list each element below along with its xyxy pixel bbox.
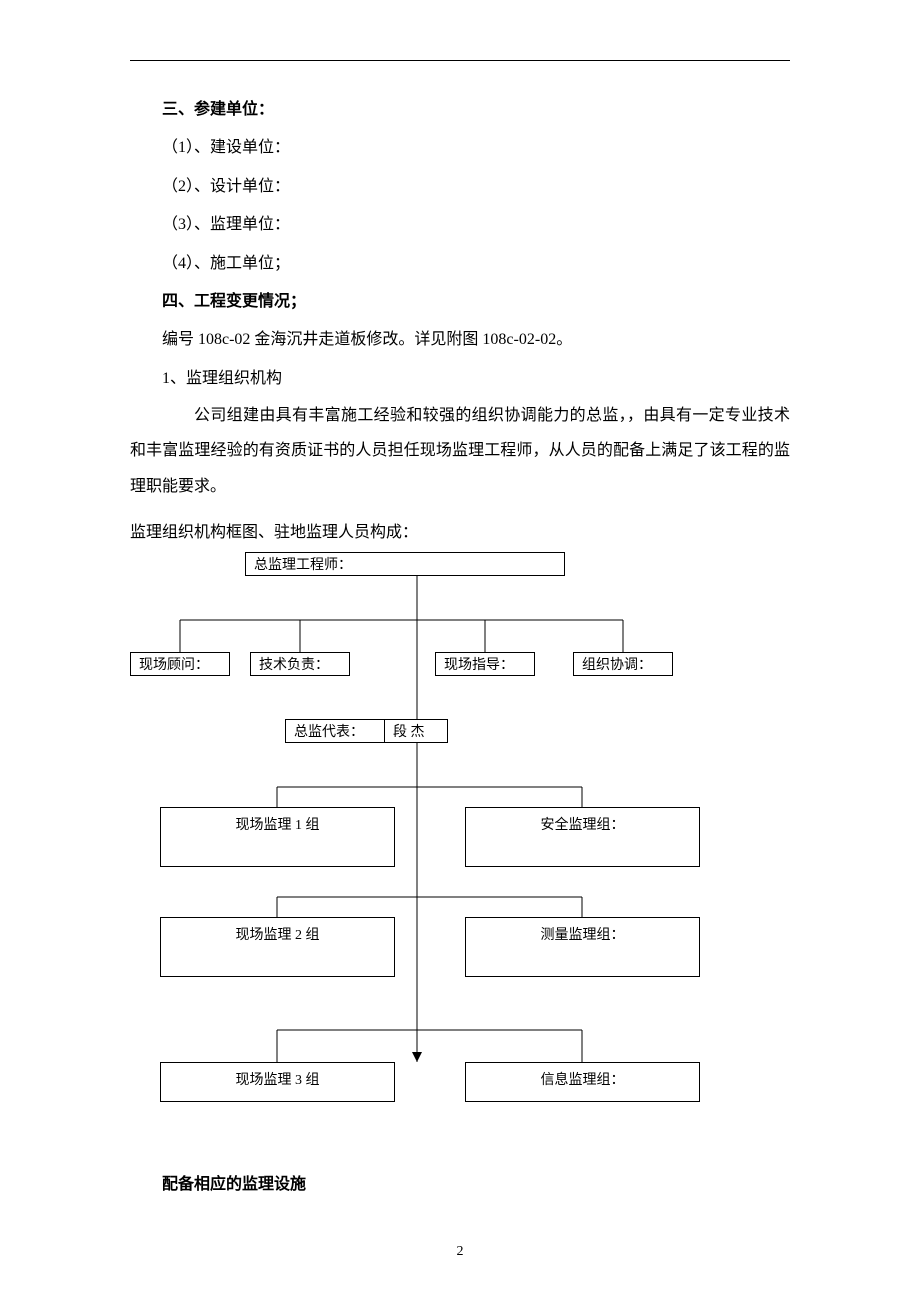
section3-item: （4）、施工单位； — [162, 245, 790, 283]
page-number: 2 — [130, 1244, 790, 1260]
org-node-guide: 现场指导： — [435, 652, 535, 676]
org-chart: 总监理工程师： 现场顾问： 技术负责： 现场指导： 组织协调： 总监代表：段 杰现场监理 … — [130, 552, 790, 1152]
org-node-site3: 现场监理 3 组 — [160, 1062, 395, 1102]
chart-caption: 监理组织机构框图、驻地监理人员构成： — [130, 514, 790, 552]
section4-line: 编号 108c-02 金海沉井走道板修改。详见附图 108c-02-02。 — [162, 321, 790, 359]
section4-title: 四、工程变更情况； — [162, 283, 790, 321]
section3-item: （3）、监理单位： — [162, 206, 790, 244]
org-node-repname: 段 杰 — [384, 719, 448, 743]
section3-item: （1）、建设单位： — [162, 129, 790, 167]
section3-item: （2）、设计单位： — [162, 168, 790, 206]
section4-line: 1、监理组织机构 — [162, 360, 790, 398]
org-node-rep: 总监代表： — [285, 719, 385, 743]
org-node-info: 信息监理组： — [465, 1062, 700, 1102]
section4-paragraph: 公司组建由具有丰富施工经验和较强的组织协调能力的总监，，由具有一定专业技术和丰富… — [130, 398, 790, 504]
org-node-tech: 技术负责： — [250, 652, 350, 676]
org-node-top: 总监理工程师： — [245, 552, 565, 576]
section3-title: 三、参建单位： — [162, 91, 790, 129]
org-node-advisor: 现场顾问： — [130, 652, 230, 676]
org-node-safety: 安全监理组： — [465, 807, 700, 867]
org-node-measure: 测量监理组： — [465, 917, 700, 977]
org-node-site2: 现场监理 2 组 — [160, 917, 395, 977]
org-node-site1: 现场监理 1 组 — [160, 807, 395, 867]
org-node-coord: 组织协调： — [573, 652, 673, 676]
top-rule — [130, 60, 790, 61]
footer-heading: 配备相应的监理设施 — [162, 1170, 790, 1194]
